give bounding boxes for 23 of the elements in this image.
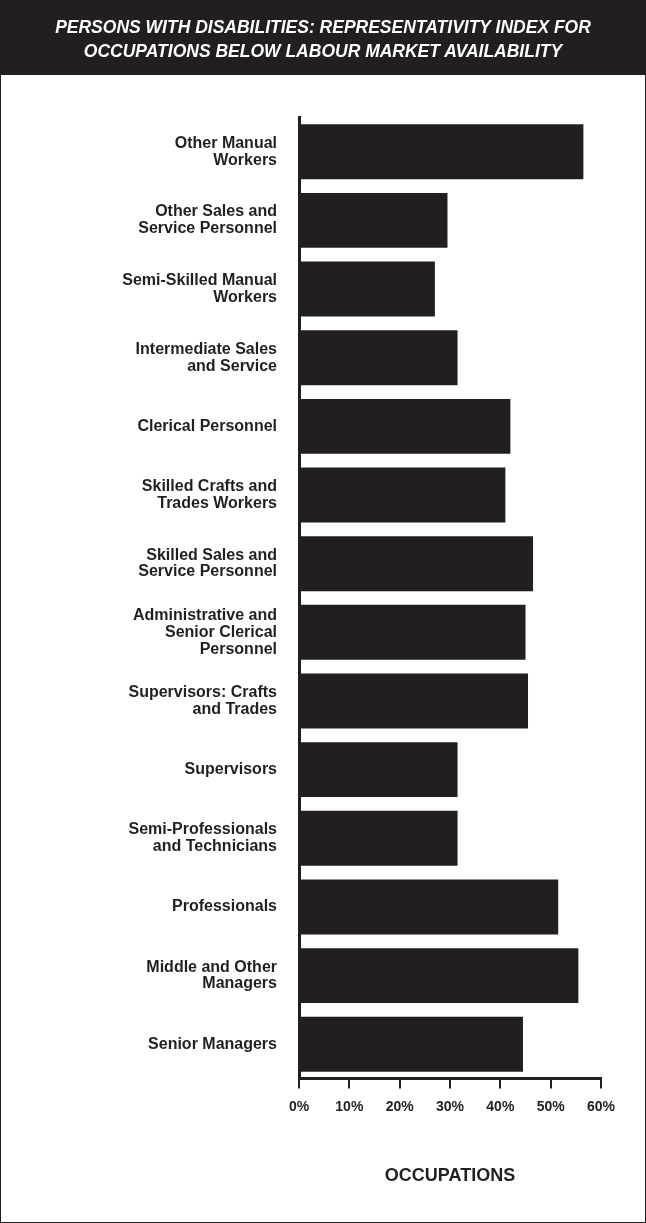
y-tick-label: Semi-Skilled Manual Workers xyxy=(122,271,278,305)
chart-title: PERSONS WITH DISABILITIES: REPRESENTATIVITY INDEX FOR OCCUPATIONS BELOW LABOUR MARKET AVAILABILITY xyxy=(1,1,645,75)
x-tick-label: 10% xyxy=(335,1097,364,1114)
x-axis-title: OCCUPATIONS xyxy=(384,1165,516,1186)
y-tick-label: Middle and Other Managers xyxy=(146,957,278,992)
y-tick-label: Semi-Professionals and Technicians xyxy=(128,820,278,855)
y-tick-label: Other Sales and Service Personnel xyxy=(138,202,277,237)
y-tick-label: Other Manual Workers xyxy=(174,133,278,168)
x-tick-label: 40% xyxy=(486,1097,515,1114)
y-tick-label: Professionals xyxy=(172,897,278,915)
y-tick-label: Supervisors xyxy=(184,760,278,778)
y-tick-label: Skilled Sales and Service Personnel xyxy=(138,545,277,580)
x-tick-label: 20% xyxy=(385,1097,415,1114)
y-tick-label: Administrative and Senior Clerical Personnel xyxy=(132,605,277,657)
x-tick-label: 30% xyxy=(435,1097,465,1114)
y-tick-label: Intermediate Sales and Service xyxy=(135,339,278,374)
x-tick-label: 60% xyxy=(586,1097,616,1114)
y-tick-label: Clerical Personnel xyxy=(137,416,277,434)
y-tick-label: Supervisors: Crafts and Trades xyxy=(128,682,278,717)
x-tick-label: 0% xyxy=(288,1097,310,1114)
x-tick-label: 50% xyxy=(536,1097,566,1114)
y-tick-label: Skilled Crafts and Trades Workers xyxy=(141,477,278,511)
y-tick-label: Senior Managers xyxy=(148,1034,278,1052)
